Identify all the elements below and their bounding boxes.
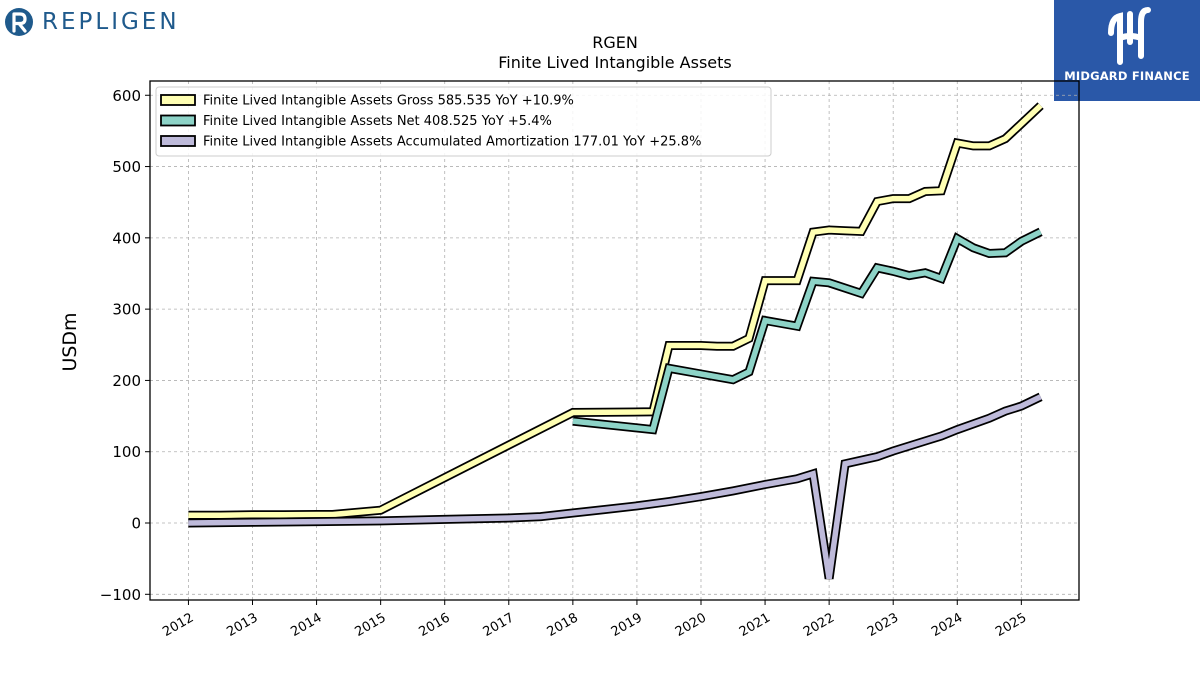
legend-entry: Finite Lived Intangible Assets Net 408.5… bbox=[203, 114, 552, 129]
y-axis: −100 0 100 200 300 400 500 600 bbox=[100, 87, 150, 604]
x-tick-label: 2013 bbox=[224, 610, 260, 640]
y-tick-label: 600 bbox=[112, 87, 141, 105]
legend-entry: Finite Lived Intangible Assets Gross 585… bbox=[203, 94, 574, 109]
repligen-emblem-icon bbox=[5, 8, 33, 36]
badge-text: MIDGARD FINANCE bbox=[1064, 69, 1190, 83]
series-2 bbox=[188, 392, 1043, 580]
x-tick-label: 2022 bbox=[801, 610, 837, 640]
legend-swatch bbox=[160, 94, 196, 106]
plot-frame bbox=[149, 80, 1080, 601]
brand-name: REPLIGEN bbox=[42, 9, 180, 35]
legend-swatch bbox=[160, 114, 196, 127]
repligen-logo: REPLIGEN bbox=[4, 4, 180, 40]
series-line bbox=[188, 103, 1043, 518]
y-tick-label: 0 bbox=[131, 515, 141, 533]
x-tick-label: 2016 bbox=[417, 610, 453, 640]
y-tick-label: 200 bbox=[112, 372, 141, 390]
x-axis: 2012 2013 2014 2015 2016 2017 2018 2019 2020 2021… bbox=[160, 600, 1029, 640]
x-tick-label: 2024 bbox=[929, 610, 965, 640]
series-1 bbox=[572, 227, 1043, 435]
midgard-emblem-icon bbox=[1108, 7, 1151, 65]
x-tick-label: 2025 bbox=[993, 610, 1029, 640]
y-tick-label: 300 bbox=[112, 301, 141, 319]
x-tick-label: 2012 bbox=[160, 610, 196, 640]
y-tick-label: 100 bbox=[112, 443, 141, 461]
y-axis-label: USDm bbox=[59, 312, 81, 371]
x-tick-label: 2014 bbox=[288, 610, 324, 640]
series-layer bbox=[188, 102, 1044, 580]
legend-swatch bbox=[160, 135, 196, 147]
y-tick-label: −100 bbox=[100, 586, 141, 604]
y-tick-label: 400 bbox=[112, 229, 141, 247]
legend: Finite Lived Intangible Assets Gross 585… bbox=[155, 86, 772, 157]
x-tick-label: 2023 bbox=[865, 610, 901, 640]
chart-title: RGEN bbox=[592, 33, 638, 52]
x-tick-label: 2015 bbox=[352, 610, 388, 640]
series-line bbox=[572, 229, 1042, 433]
x-tick-label: 2020 bbox=[673, 610, 709, 640]
x-tick-label: 2019 bbox=[609, 610, 645, 640]
midgard-finance-badge: MIDGARD FINANCE bbox=[1054, 0, 1200, 101]
chart-subtitle: Finite Lived Intangible Assets bbox=[498, 53, 731, 72]
series-line bbox=[188, 394, 1042, 580]
series-0 bbox=[188, 102, 1044, 520]
legend-box bbox=[155, 86, 772, 157]
x-tick-label: 2021 bbox=[737, 610, 773, 640]
x-tick-label: 2018 bbox=[545, 610, 581, 640]
y-tick-label: 500 bbox=[112, 158, 141, 176]
legend-entry: Finite Lived Intangible Assets Accumulat… bbox=[203, 135, 701, 150]
x-tick-label: 2017 bbox=[481, 610, 517, 640]
